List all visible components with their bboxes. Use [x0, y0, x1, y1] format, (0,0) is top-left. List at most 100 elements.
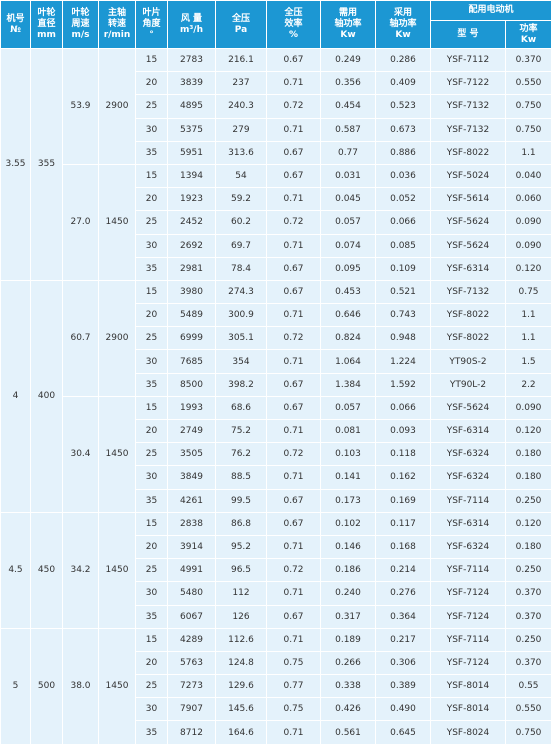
- cell-text: 2692: [180, 240, 203, 251]
- cell-text: 1394: [180, 171, 203, 182]
- cell: 2783: [167, 47, 216, 73]
- cell: 30: [135, 349, 168, 374]
- cell-text: YSF-7124: [446, 611, 490, 622]
- cell-text: 0.370: [515, 611, 542, 622]
- cell-text: 30: [145, 124, 158, 135]
- cell-text: 6999: [180, 333, 203, 344]
- cell-text: 0.75: [283, 657, 304, 668]
- cell: 0.036: [375, 163, 431, 189]
- cell: 0.109: [375, 256, 431, 281]
- cell-text: 112: [232, 588, 250, 599]
- cell-text: 0.090: [515, 217, 542, 228]
- cell: 0.141: [320, 465, 376, 490]
- cell-text: 35: [145, 263, 158, 274]
- cell-text: 25: [145, 565, 158, 576]
- cell-text: 279: [232, 124, 250, 135]
- cell-text: Kw: [340, 30, 356, 40]
- cell: 96.5: [215, 558, 267, 583]
- table-row: 25 3505 76.2 0.72 0.103 0.118 YSF-6324 0.180: [1, 442, 551, 467]
- cell: 20: [135, 187, 168, 212]
- cell: 216.1: [215, 47, 267, 73]
- cell: 354: [215, 349, 267, 374]
- cell: YSF-5624: [430, 233, 506, 258]
- cell: 0.67: [266, 279, 321, 305]
- cell: 1450: [98, 627, 136, 744]
- cell: 0.521: [375, 279, 431, 305]
- cell-text: 0.71: [283, 78, 304, 89]
- cell: 25: [135, 326, 168, 351]
- cell: YSF-6314: [430, 511, 506, 536]
- cell: 0.824: [320, 326, 376, 351]
- cell: 0.095: [320, 256, 376, 281]
- table-row: 25 2452 60.2 0.72 0.057 0.066 YSF-5624 0.090: [1, 210, 551, 235]
- cell-text: 0.67: [283, 495, 304, 506]
- header-cell: 风 量 m³/h: [167, 0, 216, 49]
- cell-text: 转速: [107, 19, 126, 29]
- cell-text: 0.824: [335, 333, 361, 344]
- cell: 2692: [167, 233, 216, 258]
- cell: 2900: [98, 48, 136, 165]
- cell-text: 1.1: [521, 147, 536, 158]
- cell-text: 0.090: [515, 240, 542, 251]
- cell: 0.71: [266, 627, 321, 652]
- cell-text: 2838: [180, 518, 203, 529]
- cell: 0.057: [320, 395, 376, 421]
- cell-text: YSF-6324: [446, 472, 490, 483]
- cell-text: YSF-7124: [446, 657, 490, 668]
- cell: 15: [135, 163, 168, 189]
- cell-text: 60.7: [70, 333, 91, 344]
- header-cell: 叶轮 周速 m/s: [62, 0, 99, 49]
- cell: 0.040: [504, 163, 551, 189]
- table-row: 27.0 1450 15 1394 54 0.67 0.031 0.036 YSF-5024 0.…: [1, 163, 551, 281]
- cell-text: 0.286: [390, 55, 416, 66]
- cell: 38.0: [62, 627, 99, 744]
- cell: 0.71: [266, 720, 321, 744]
- cell-text: 15: [145, 286, 158, 297]
- cell: 0.75: [266, 650, 321, 676]
- cell: 0.370: [504, 47, 551, 73]
- cell: 1.1: [504, 140, 551, 165]
- cell: YSF-7132: [430, 117, 506, 142]
- header-cell: 叶轮 直径 mm: [30, 0, 63, 49]
- cell-text: 0.750: [515, 727, 542, 738]
- cell: 0.490: [375, 697, 431, 722]
- cell: 500: [30, 627, 63, 744]
- cell-text: YSF-5024: [446, 171, 490, 182]
- cell: YSF-5024: [430, 163, 506, 189]
- cell-text: 35: [145, 495, 158, 506]
- cell-text: 35: [145, 611, 158, 622]
- cell-text: 0.180: [515, 542, 542, 553]
- cell-text: 0.71: [283, 727, 304, 738]
- cell-text: 6067: [180, 611, 203, 622]
- cell-text: 0.214: [390, 565, 416, 576]
- cell: 0.71: [266, 117, 321, 142]
- cell: 1.064: [320, 349, 376, 374]
- table-row: 30 2692 69.7 0.71 0.074 0.085 YSF-5624 0.090: [1, 233, 551, 258]
- cell: 0.550: [504, 71, 551, 96]
- cell-text: 0.180: [515, 449, 542, 460]
- cell: 300.9: [215, 303, 267, 328]
- cell-text: YSF-7114: [446, 634, 490, 645]
- header-cell: 全压 效率%: [266, 0, 321, 49]
- cell: 145.6: [215, 697, 267, 722]
- cell: 0.561: [320, 720, 376, 744]
- cell: 0.587: [320, 117, 376, 142]
- cell-text: 30: [145, 472, 158, 483]
- cell-text: 8712: [180, 727, 203, 738]
- cell: 0.673: [375, 117, 431, 142]
- cell-text: 0.71: [283, 542, 304, 553]
- cell: 0.120: [504, 256, 551, 281]
- cell: 0.948: [375, 326, 431, 351]
- cell-text: 0.71: [283, 310, 304, 321]
- cell: 0.066: [375, 395, 431, 421]
- cell-text: 0.180: [515, 472, 542, 483]
- cell-text: 配用电动机: [468, 5, 514, 15]
- cell: 35: [135, 372, 168, 397]
- cell: 0.67: [266, 163, 321, 189]
- header-cell: 机号 №: [0, 0, 31, 49]
- cell-text: 0.364: [390, 611, 416, 622]
- cell-text: 0.146: [335, 542, 361, 553]
- cell-text: 75.2: [230, 426, 252, 437]
- cell: 0.67: [266, 140, 321, 165]
- cell-text: 398.2: [228, 379, 254, 390]
